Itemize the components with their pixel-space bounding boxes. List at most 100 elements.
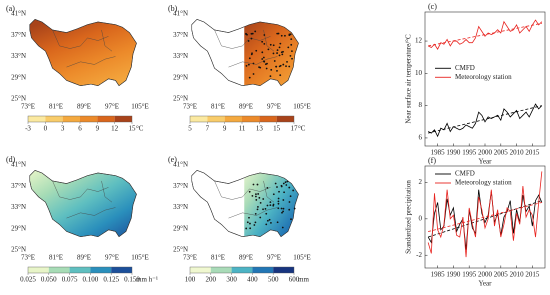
station (255, 193, 257, 196)
station (255, 199, 258, 201)
station (289, 54, 292, 57)
x-axis-label: Year (479, 158, 493, 166)
station (270, 68, 273, 71)
boundary (228, 56, 278, 68)
boundary (66, 56, 116, 68)
y-tick-label: 10 (415, 69, 423, 77)
lon-label: 73°E (183, 254, 197, 262)
lat-label: 37°N (11, 182, 26, 190)
colorbar-label: 300 (226, 276, 237, 284)
station (249, 222, 251, 225)
panel-label: (f) (428, 156, 436, 165)
station (273, 60, 276, 62)
station (250, 53, 253, 56)
lon-label: 81°E (49, 254, 63, 262)
station (257, 193, 260, 195)
region-fill (244, 19, 299, 86)
station (262, 198, 265, 200)
station (285, 184, 288, 186)
station (246, 33, 248, 36)
boundary (66, 207, 116, 219)
boundary (228, 207, 278, 219)
x-tick-label: 2010 (510, 149, 525, 157)
colorbar-label: 9 (223, 125, 227, 133)
station (288, 201, 291, 203)
station (249, 227, 252, 230)
station (272, 193, 275, 196)
panel-label: (e) (168, 155, 177, 164)
station (279, 42, 282, 45)
station (282, 63, 285, 66)
lat-label: 41°N (11, 161, 26, 169)
station (264, 63, 267, 66)
station (276, 32, 279, 35)
boundary (101, 180, 113, 203)
outline (29, 169, 137, 238)
station (277, 32, 280, 35)
station (292, 189, 295, 192)
colorbar-segment (62, 116, 80, 122)
colorbar-label: 500 (268, 276, 279, 284)
colorbar-segment (28, 116, 46, 122)
lon-label: 73°E (21, 103, 35, 111)
region-fill (244, 170, 299, 237)
x-tick-label: 2015 (525, 149, 540, 157)
station (245, 64, 248, 67)
station (252, 183, 255, 186)
station (262, 208, 264, 211)
station (267, 48, 270, 51)
colorbar-segment (69, 267, 91, 273)
station (291, 50, 293, 53)
boundary (263, 180, 275, 203)
legend-label: Meteorology station (455, 179, 512, 187)
station (282, 182, 285, 185)
lat-label: 33°N (173, 52, 188, 60)
station (276, 186, 278, 188)
colorbar-segment (28, 267, 49, 273)
station (258, 196, 261, 199)
station (282, 207, 285, 210)
station (265, 67, 268, 70)
lon-label: 105°E (293, 103, 311, 111)
colorbar-unit: °C (136, 125, 144, 133)
lat-label: 25°N (11, 95, 26, 103)
station (252, 62, 255, 65)
colorbar-label: 15 (273, 125, 281, 133)
station (286, 60, 288, 63)
station (281, 211, 283, 214)
station (269, 75, 272, 78)
lat-label: 29°N (11, 224, 26, 232)
station (277, 202, 280, 205)
x-tick-label: 2005 (494, 271, 509, 279)
lon-label: 97°E (267, 103, 281, 111)
colorbar-label: 3 (61, 125, 65, 133)
panel-label: (c) (428, 2, 437, 11)
station (277, 200, 280, 203)
panel-label: (b) (168, 4, 178, 13)
colorbar-segment (259, 116, 277, 122)
colorbar-label: 0.150 (124, 276, 140, 284)
lon-label: 97°E (267, 254, 281, 262)
station (250, 32, 253, 35)
boundary (214, 180, 271, 200)
colorbar-segment (111, 267, 132, 273)
colorbar-label: 15 (129, 125, 137, 133)
colorbar-segment (190, 267, 211, 273)
station (251, 32, 254, 35)
station (268, 218, 271, 221)
x-tick-label: 2015 (525, 271, 540, 279)
colorbar-segment (273, 267, 294, 273)
colorbar-label: 0.125 (103, 276, 119, 284)
station (266, 219, 269, 222)
station (251, 194, 254, 197)
colorbar-label: 100 (185, 276, 196, 284)
station (262, 56, 265, 59)
station (288, 65, 291, 68)
station (284, 34, 286, 37)
station (258, 66, 260, 68)
station (285, 65, 287, 68)
station (252, 73, 255, 75)
colorbar-segment (210, 267, 232, 273)
station (290, 218, 292, 221)
